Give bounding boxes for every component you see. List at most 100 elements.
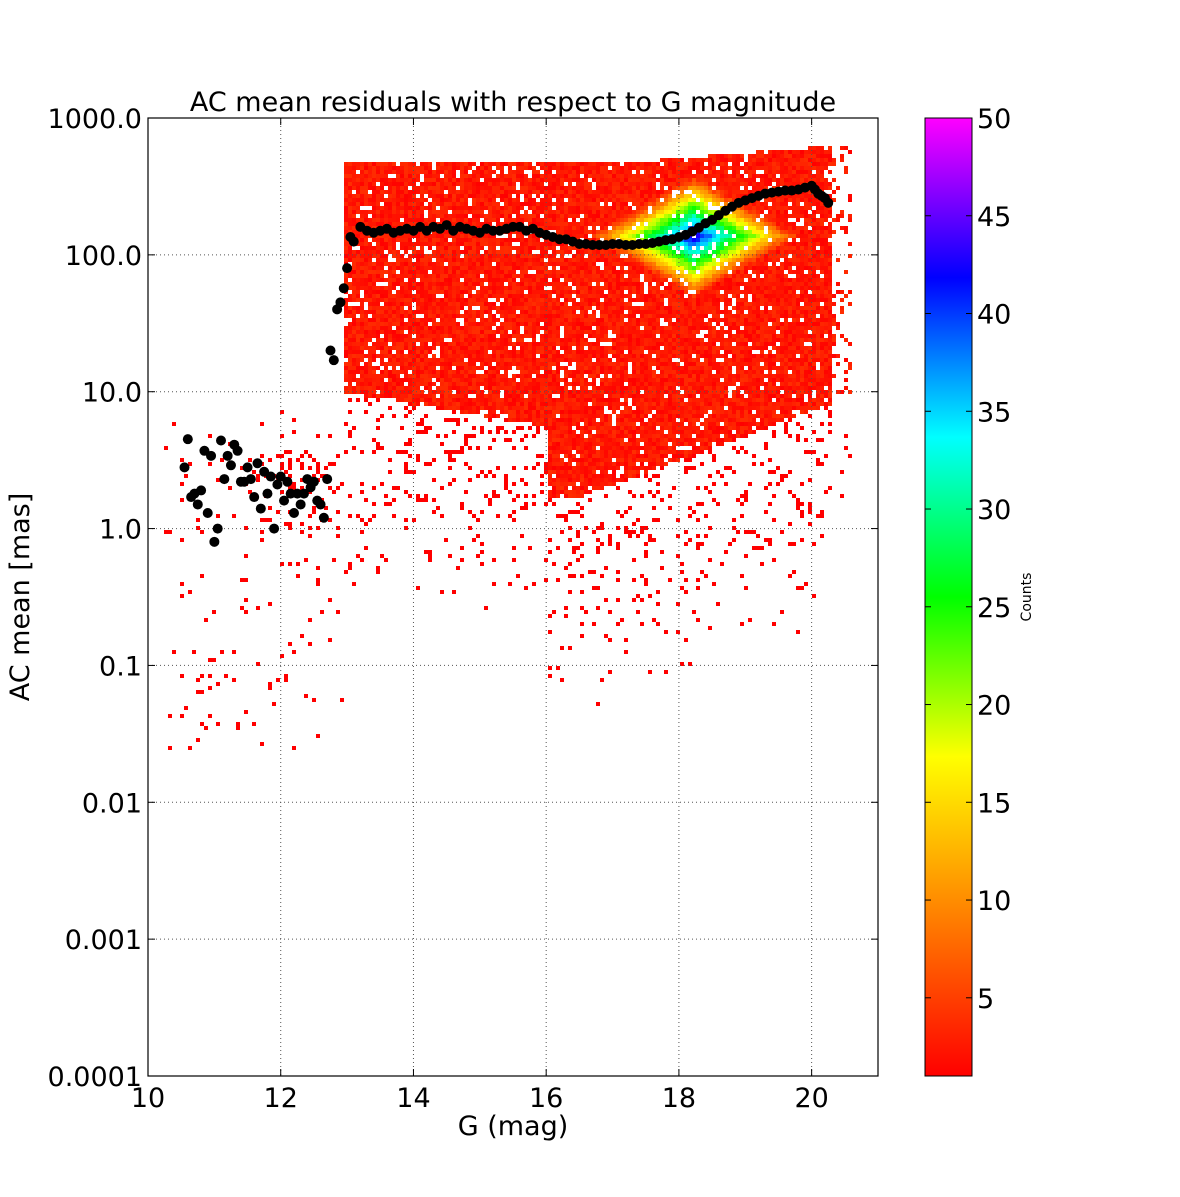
density-cell (516, 286, 520, 290)
density-cell (520, 262, 524, 266)
density-cell (540, 474, 544, 478)
density-cell (584, 342, 588, 346)
density-cell (448, 290, 452, 294)
density-cell (520, 294, 524, 298)
density-cell (388, 242, 392, 246)
density-cell (488, 290, 492, 294)
density-cell (372, 358, 376, 362)
density-cell (388, 314, 392, 318)
density-cell (344, 230, 348, 234)
density-cell (548, 370, 552, 374)
density-cell (516, 238, 520, 242)
density-cell (600, 250, 604, 254)
density-cell (432, 322, 436, 326)
density-cell (424, 218, 428, 222)
density-cell (524, 262, 528, 266)
density-cell (540, 242, 544, 246)
density-cell (504, 206, 508, 210)
density-cell (492, 370, 496, 374)
density-cell (608, 294, 612, 298)
density-cell (500, 178, 504, 182)
density-cell (540, 250, 544, 254)
density-cell (392, 238, 396, 242)
density-cell (476, 222, 480, 226)
density-cell (492, 194, 496, 198)
density-cell (568, 442, 572, 446)
density-cell (564, 314, 568, 318)
density-cell (452, 178, 456, 182)
density-cell (488, 502, 492, 506)
density-cell (568, 402, 572, 406)
density-cell (628, 378, 632, 382)
density-cell (384, 342, 388, 346)
density-cell (604, 310, 608, 314)
density-cell (452, 290, 456, 294)
density-cell (528, 282, 532, 286)
density-cell (564, 350, 568, 354)
density-cell (256, 606, 260, 610)
density-cell (528, 386, 532, 390)
density-cell (524, 302, 528, 306)
density-cell (444, 346, 448, 350)
density-cell (568, 214, 572, 218)
density-cell (408, 366, 412, 370)
density-cell (500, 170, 504, 174)
density-cell (600, 222, 604, 226)
density-cell (600, 410, 604, 414)
density-cell (440, 306, 444, 310)
density-cell (496, 254, 500, 258)
density-cell (600, 254, 604, 258)
density-cell (396, 326, 400, 330)
density-cell (452, 450, 456, 454)
density-cell (620, 274, 624, 278)
density-cell (476, 198, 480, 202)
density-cell (468, 218, 472, 222)
density-cell (616, 258, 620, 262)
density-cell (432, 318, 436, 322)
density-cell (408, 402, 412, 406)
density-cell (528, 186, 532, 190)
density-cell (572, 258, 576, 262)
density-cell (504, 270, 508, 274)
density-cell (548, 422, 552, 426)
density-cell (584, 174, 588, 178)
density-cell (352, 370, 356, 374)
density-cell (596, 298, 600, 302)
density-cell (388, 194, 392, 198)
density-cell (408, 318, 412, 322)
density-cell (360, 254, 364, 258)
density-cell (328, 518, 332, 522)
density-cell (592, 350, 596, 354)
density-cell (452, 270, 456, 274)
density-cell (480, 162, 484, 166)
density-cell (532, 366, 536, 370)
density-cell (376, 418, 380, 422)
density-cell (408, 330, 412, 334)
density-cell (368, 362, 372, 366)
density-cell (400, 246, 404, 250)
density-cell (496, 258, 500, 262)
density-cell (624, 294, 628, 298)
density-cell (356, 162, 360, 166)
density-cell (628, 222, 632, 226)
density-cell (464, 194, 468, 198)
density-cell (496, 178, 500, 182)
density-cell (400, 390, 404, 394)
density-cell (580, 282, 584, 286)
density-cell (548, 166, 552, 170)
density-cell (596, 482, 600, 486)
density-cell (608, 402, 612, 406)
density-cell (612, 302, 616, 306)
density-cell (432, 394, 436, 398)
density-cell (624, 286, 628, 290)
density-cell (452, 478, 456, 482)
density-cell (508, 170, 512, 174)
density-cell (620, 170, 624, 174)
density-cell (456, 378, 460, 382)
density-cell (480, 398, 484, 402)
density-cell (564, 302, 568, 306)
density-cell (376, 366, 380, 370)
density-cell (440, 254, 444, 258)
density-cell (488, 394, 492, 398)
density-cell (620, 450, 624, 454)
